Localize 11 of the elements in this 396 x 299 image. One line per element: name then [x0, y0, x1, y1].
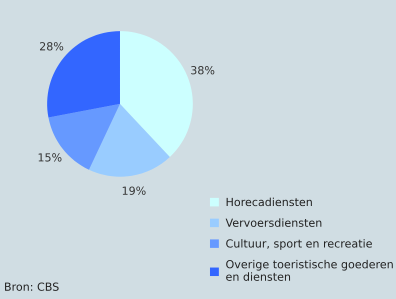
data-label: 19%	[122, 186, 146, 195]
legend-label: Vervoersdiensten	[226, 218, 322, 227]
legend-label: Overige toeristische goederen en diensten	[226, 260, 393, 281]
legend-label: Horecadiensten	[226, 198, 312, 206]
pie-slice	[88, 104, 170, 177]
data-label: 38%	[191, 66, 214, 74]
pie-slice	[120, 31, 193, 157]
text: Bron: CBS	[5, 282, 59, 291]
data-label: 15%	[38, 153, 62, 162]
legend-label: Cultuur, sport en recreatie	[226, 239, 372, 250]
data-label: 28%	[40, 42, 64, 50]
